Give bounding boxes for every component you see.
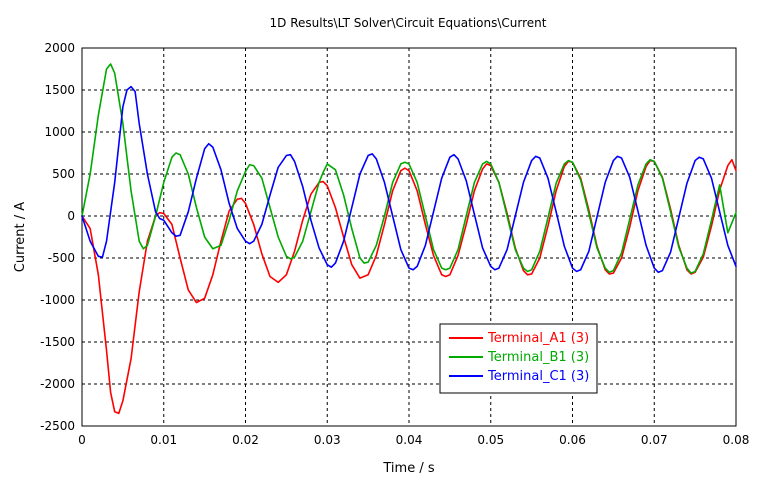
legend-box	[439, 323, 598, 394]
y-tick-label: 0	[67, 209, 75, 223]
x-axis-ticks: 0 0.01 0.02 0.03 0.04 0.05 0.06 0.07 0.08	[78, 433, 749, 447]
x-tick-label: 0.03	[314, 433, 341, 447]
grid	[82, 48, 736, 426]
x-tick-label: 0.07	[641, 433, 668, 447]
y-tick-label: 500	[52, 167, 75, 181]
y-tick-label: 1500	[44, 83, 75, 97]
y-axis-label: Current / A	[13, 202, 28, 272]
legend-label-2: Terminal_B1 (3)	[487, 350, 589, 365]
series-line-2	[81, 63, 737, 274]
x-tick-label: 0.08	[723, 433, 750, 447]
y-tick-label: -1000	[40, 293, 75, 307]
y-tick-label: 1000	[44, 125, 75, 139]
x-tick-label: 0.02	[232, 433, 259, 447]
y-tick-label: -500	[48, 251, 75, 265]
y-tick-label: 2000	[44, 41, 75, 55]
x-axis-label: Time / s	[382, 461, 434, 476]
x-tick-label: 0.05	[477, 433, 504, 447]
y-axis-ticks: 2000 1500 1000 500 0 -500 -1000 -1500 -2000 -2500	[40, 41, 75, 433]
y-tick-label: -1500	[40, 335, 75, 349]
y-tick-label: -2500	[40, 419, 75, 433]
x-tick-label: 0.04	[396, 433, 423, 447]
x-tick-label: 0.06	[559, 433, 586, 447]
x-tick-label: 0	[78, 433, 86, 447]
plot-area	[81, 47, 737, 427]
series-line-1	[81, 158, 737, 415]
y-tick-label: -2000	[40, 377, 75, 391]
x-tick-label: 0.01	[150, 433, 177, 447]
chart-title: 1D Results\LT Solver\Circuit Equations\C…	[270, 16, 547, 30]
legend-label-1: Terminal_A1 (3)	[487, 331, 589, 346]
series-line-3	[81, 85, 737, 274]
legend-label-3: Terminal_C1 (3)	[487, 369, 589, 384]
series-group	[81, 63, 737, 415]
legend: Terminal_A1 (3) Terminal_B1 (3) Terminal_C…	[439, 323, 598, 394]
